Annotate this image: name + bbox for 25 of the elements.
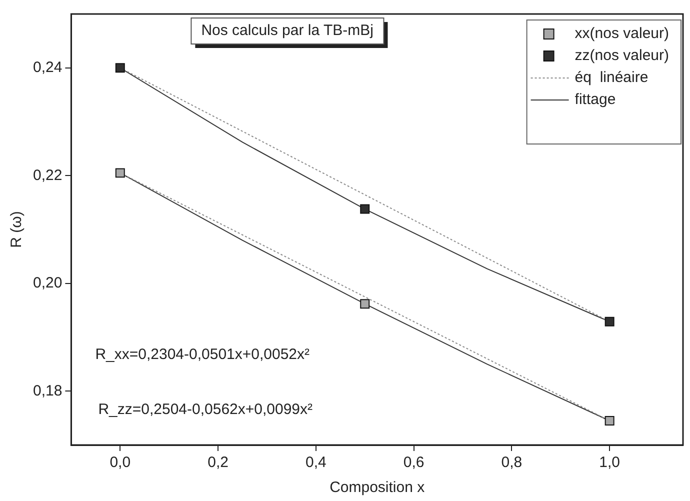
legend-label: fittage [574, 91, 616, 108]
x-tick-label: 0,2 [208, 454, 228, 472]
y-tick-label: 0,20 [32, 274, 62, 292]
y-tick-label: 0,24 [32, 59, 62, 76]
legend-label: éq linéaire [574, 69, 648, 86]
point [115, 63, 125, 73]
x-tick-label: 1,0 [599, 454, 620, 472]
x-tick-label: 0,0 [110, 454, 131, 472]
x-tick-label: 0,6 [403, 454, 424, 472]
point [360, 299, 370, 309]
point [360, 204, 370, 214]
annotation: R_xx=0,2304-0,0501x+0,0052x² [95, 346, 310, 364]
point [115, 168, 125, 178]
y-tick-label: 0,18 [32, 382, 62, 400]
legend-label: xx(nos valeur) [574, 25, 670, 42]
legend-label: zz(nos valeur) [574, 47, 670, 64]
text: Nos calculs par la TB-mBj [201, 22, 374, 40]
y-axis-title: R (ω) [8, 211, 26, 248]
point [604, 316, 614, 326]
x-axis-title: Composition x [330, 479, 426, 496]
y-tick-label: 0,22 [32, 166, 62, 184]
annotation: R_zz=0,2504-0,0562x+0,0099x² [98, 401, 313, 418]
x-tick-label: 0,8 [501, 454, 522, 472]
point [604, 416, 614, 426]
x-tick-label: 0,4 [305, 454, 326, 472]
